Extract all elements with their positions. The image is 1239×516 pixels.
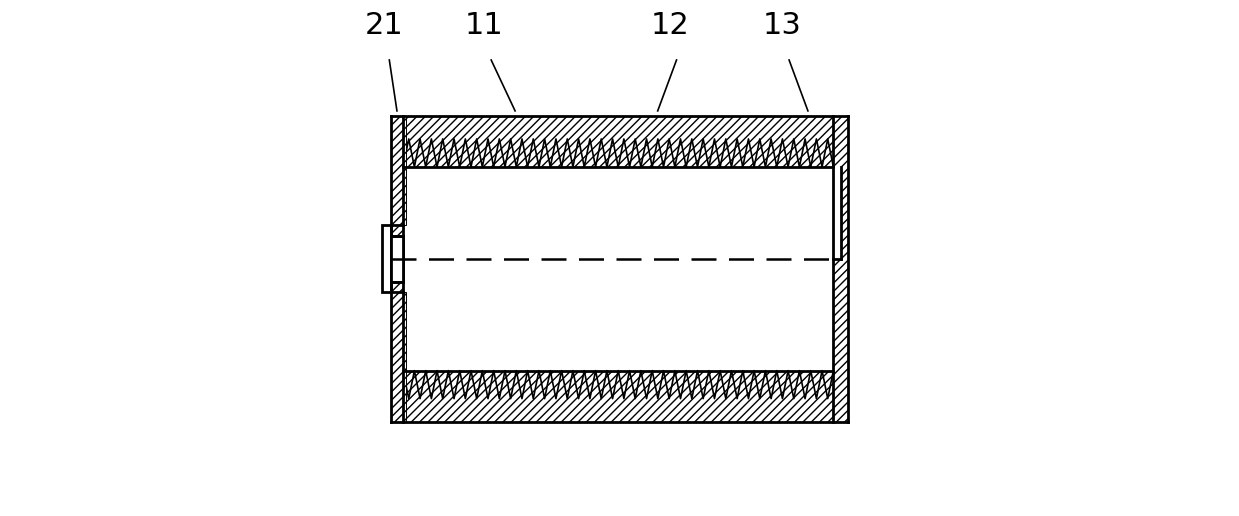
Polygon shape — [392, 116, 403, 422]
Text: 11: 11 — [465, 11, 504, 40]
Polygon shape — [834, 167, 841, 259]
Polygon shape — [403, 116, 834, 167]
Polygon shape — [403, 167, 834, 370]
Polygon shape — [392, 292, 405, 422]
Polygon shape — [403, 370, 834, 422]
Text: 12: 12 — [650, 11, 690, 40]
Polygon shape — [392, 236, 403, 282]
Polygon shape — [382, 225, 392, 292]
Text: 21: 21 — [364, 11, 404, 40]
Text: 13: 13 — [763, 11, 802, 40]
Polygon shape — [834, 116, 847, 422]
Polygon shape — [392, 116, 405, 225]
